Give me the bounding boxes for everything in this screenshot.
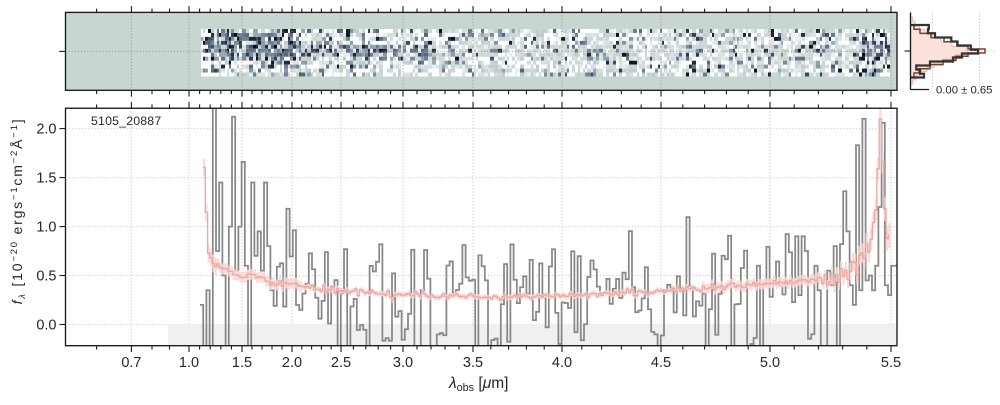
svg-text:2.5: 2.5 [331,355,351,371]
svg-text:2.0: 2.0 [36,122,56,138]
svg-text:5.0: 5.0 [760,355,780,371]
svg-text:1.5: 1.5 [36,171,56,187]
svg-text:3.5: 3.5 [463,355,483,371]
svg-text:1.5: 1.5 [232,355,252,371]
svg-text:4.5: 4.5 [651,355,671,371]
svg-text:5105_20887: 5105_20887 [91,114,161,128]
svg-text:2.0: 2.0 [282,355,302,371]
svg-text:5.5: 5.5 [881,355,901,371]
svg-text:0.0: 0.0 [36,318,56,334]
svg-text:1.0: 1.0 [179,355,199,371]
svg-text:0.7: 0.7 [121,355,141,371]
svg-text:λobs [μm]: λobs [μm] [448,375,508,394]
svg-text:3.0: 3.0 [393,355,413,371]
svg-text:4.0: 4.0 [552,355,572,371]
svg-text:1.0: 1.0 [36,220,56,236]
svg-text:fλ [10−20 ergs−1cm−2Å−1]: fλ [10−20 ergs−1cm−2Å−1] [9,118,28,305]
svg-text:0.00 ± 0.65: 0.00 ± 0.65 [936,85,992,97]
svg-text:0.5: 0.5 [36,269,56,285]
